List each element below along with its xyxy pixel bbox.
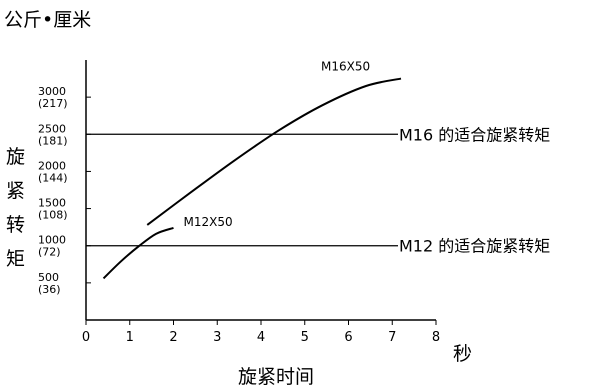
reference-lines: M16 的适合旋紧转矩 M12 的适合旋紧转矩 xyxy=(86,125,550,256)
x-tick-label: 7 xyxy=(388,330,396,345)
x-ticks: 0 1 2 3 4 5 6 7 8 xyxy=(82,320,440,345)
y-axis-title-char: 转 xyxy=(6,214,25,236)
y-tick-sublabel: (144) xyxy=(38,171,68,184)
y-tick-label: 1500 xyxy=(38,197,66,210)
series-line xyxy=(146,77,402,226)
series-group: M12X50 M16X50 xyxy=(102,60,402,280)
y-unit-label: 公斤•厘米 xyxy=(4,9,91,31)
y-tick-sublabel: (108) xyxy=(38,209,68,222)
x-tick-label: 4 xyxy=(257,330,265,345)
x-tick-label: 8 xyxy=(432,330,440,345)
x-tick-label: 5 xyxy=(301,330,309,345)
y-axis-label: 旋紧转矩 xyxy=(6,146,25,270)
x-tick-label: 2 xyxy=(169,330,177,345)
x-axis-title: 旋紧时间 xyxy=(238,366,314,388)
y-ticks: 500(36) 1000(72) 1500(108) 2000(144) 2500(18… xyxy=(38,85,91,296)
y-axis-title-char: 旋 xyxy=(6,146,25,168)
series-label: M16X50 xyxy=(321,60,370,74)
reference-line-label: M12 的适合旋紧转矩 xyxy=(399,237,550,256)
y-tick-sublabel: (217) xyxy=(38,97,68,110)
x-tick-label: 6 xyxy=(344,330,352,345)
y-tick-sublabel: (181) xyxy=(38,134,68,147)
y-tick-sublabel: (72) xyxy=(38,246,61,259)
reference-line-label: M16 的适合旋紧转矩 xyxy=(399,125,550,144)
y-tick-label: 1000 xyxy=(38,234,66,247)
x-unit-label: 秒 xyxy=(453,343,472,365)
y-tick-label: 2500 xyxy=(38,122,66,135)
y-tick-label: 3000 xyxy=(38,85,66,98)
y-axis-title-char: 矩 xyxy=(6,248,25,270)
y-tick-label: 2000 xyxy=(38,159,66,172)
y-tick-label: 500 xyxy=(38,271,59,284)
y-tick-sublabel: (36) xyxy=(38,283,61,296)
series-line xyxy=(102,226,174,280)
series-label: M12X50 xyxy=(184,215,233,229)
x-tick-label: 0 xyxy=(82,330,90,345)
x-tick-label: 1 xyxy=(126,330,134,345)
y-axis-title-char: 紧 xyxy=(6,180,25,202)
x-tick-label: 3 xyxy=(213,330,221,345)
